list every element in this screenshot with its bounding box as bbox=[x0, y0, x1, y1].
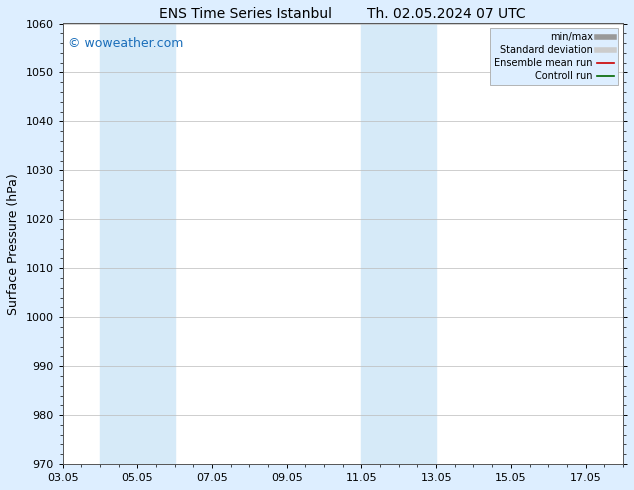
Y-axis label: Surface Pressure (hPa): Surface Pressure (hPa) bbox=[7, 173, 20, 315]
Text: © woweather.com: © woweather.com bbox=[68, 37, 184, 49]
Legend: min/max, Standard deviation, Ensemble mean run, Controll run: min/max, Standard deviation, Ensemble me… bbox=[490, 28, 618, 85]
Bar bbox=[361, 24, 436, 464]
Bar bbox=[100, 24, 175, 464]
Title: ENS Time Series Istanbul        Th. 02.05.2024 07 UTC: ENS Time Series Istanbul Th. 02.05.2024 … bbox=[160, 7, 526, 21]
